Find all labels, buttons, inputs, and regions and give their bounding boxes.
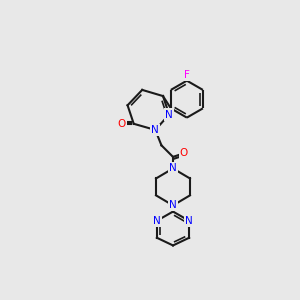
Text: N: N bbox=[169, 164, 177, 173]
Text: N: N bbox=[169, 200, 177, 210]
Text: F: F bbox=[184, 70, 190, 80]
Text: N: N bbox=[185, 216, 193, 226]
Text: N: N bbox=[153, 216, 161, 226]
Text: N: N bbox=[152, 125, 159, 135]
Text: O: O bbox=[180, 148, 188, 158]
Text: O: O bbox=[117, 119, 125, 129]
Text: N: N bbox=[165, 110, 173, 119]
